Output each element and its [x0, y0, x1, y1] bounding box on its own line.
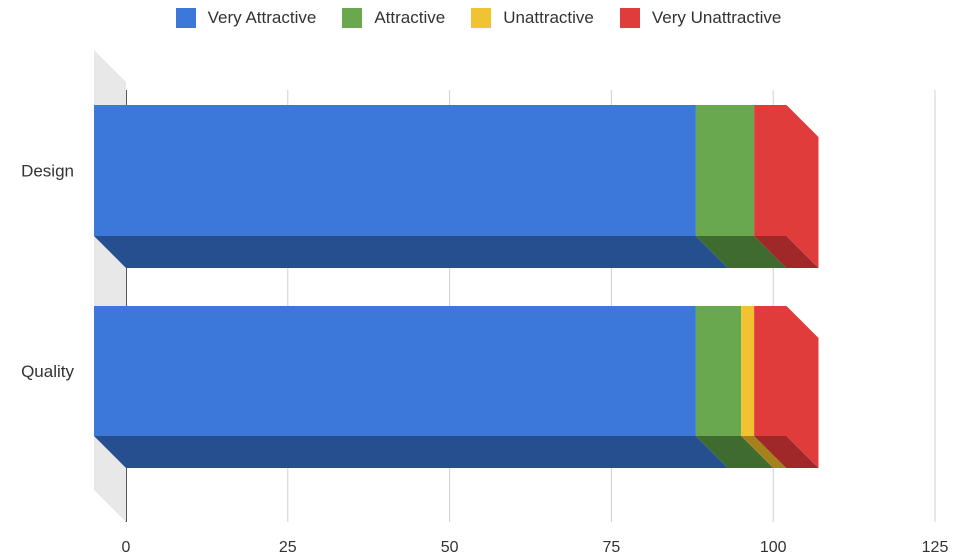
bar-segment[interactable] — [94, 105, 696, 236]
bar-segment[interactable] — [695, 105, 755, 236]
y-category-label: Quality — [21, 362, 74, 381]
legend-item: Attractive — [342, 8, 445, 28]
bar-bottom-face — [695, 436, 774, 468]
axis-labels: 0 25 50 75 100 125 Design Quality — [21, 162, 948, 557]
bar-bottom-face — [94, 436, 728, 468]
bar-end-face — [786, 105, 819, 268]
legend-label: Unattractive — [503, 8, 594, 27]
legend-item: Unattractive — [471, 8, 594, 28]
bar-bottom-face — [695, 236, 787, 268]
bar-bottom-face — [754, 436, 819, 468]
bars — [94, 105, 819, 468]
legend-swatch — [175, 8, 196, 28]
legend-item: Very Unattractive — [619, 8, 782, 28]
legend-item: Very Attractive — [175, 8, 317, 28]
x-tick-label: 50 — [441, 539, 459, 556]
bar-end-face — [786, 306, 819, 468]
legend: Very Attractive Attractive Unattractive Ver… — [0, 0, 957, 36]
bar-bottom-face — [94, 236, 728, 268]
bar-segment[interactable] — [754, 105, 787, 236]
legend-swatch — [471, 8, 492, 28]
bar-segment[interactable] — [754, 306, 787, 436]
y-category-label: Design — [21, 162, 74, 181]
legend-label: Very Attractive — [207, 8, 317, 27]
bar-segment[interactable] — [695, 306, 742, 436]
x-tick-label: 25 — [279, 539, 297, 556]
legend-swatch — [342, 8, 363, 28]
x-tick-label: 125 — [922, 539, 949, 556]
bar-segment[interactable] — [94, 306, 696, 436]
x-tick-label: 100 — [760, 539, 787, 556]
bar-bottom-face — [741, 436, 787, 468]
x-tick-label: 75 — [603, 539, 621, 556]
x-tick-label: 0 — [122, 539, 131, 556]
legend-swatch — [619, 8, 640, 28]
bar-bottom-face — [754, 236, 819, 268]
legend-label: Very Unattractive — [651, 8, 782, 27]
legend-label: Attractive — [374, 8, 446, 27]
bar-segment[interactable] — [741, 306, 755, 436]
